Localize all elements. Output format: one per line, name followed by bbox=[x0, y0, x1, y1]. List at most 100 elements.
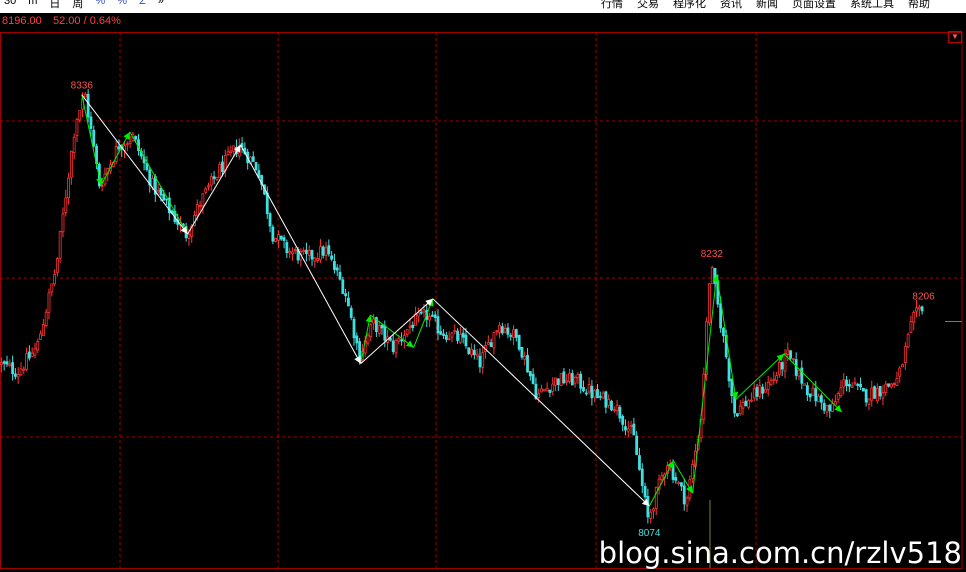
sum-tool-icon[interactable]: Σ bbox=[138, 0, 146, 7]
menu-quotes[interactable]: 行情 bbox=[601, 0, 623, 10]
candle-body bbox=[769, 380, 773, 385]
candle-body bbox=[780, 362, 784, 370]
candle-body bbox=[411, 324, 415, 328]
candle-body bbox=[327, 245, 331, 255]
candle-body bbox=[528, 371, 532, 377]
candle-body bbox=[601, 392, 605, 399]
candle-body bbox=[682, 485, 686, 505]
candle-body bbox=[405, 329, 409, 335]
candle-body bbox=[607, 398, 611, 406]
candle-body bbox=[422, 309, 426, 313]
zigzag-primary-arrowhead bbox=[180, 226, 188, 234]
menu-page-settings[interactable]: 页面设置 bbox=[792, 0, 836, 10]
candle-body bbox=[388, 337, 392, 341]
candle-body bbox=[786, 349, 790, 355]
candle-body bbox=[612, 409, 616, 412]
candle-body bbox=[478, 355, 482, 368]
candle-body bbox=[598, 395, 602, 398]
candle-body bbox=[775, 375, 778, 381]
candle-body bbox=[680, 482, 683, 487]
menu-trade[interactable]: 交易 bbox=[637, 0, 659, 10]
candle-body bbox=[375, 317, 378, 332]
menu-system-tools[interactable]: 系统工具 bbox=[850, 0, 894, 10]
candle-body bbox=[330, 255, 334, 260]
candle-body bbox=[875, 388, 879, 402]
candle-body bbox=[811, 387, 815, 396]
zigzag-secondary-segment bbox=[413, 298, 434, 348]
zigzag-primary-segment bbox=[240, 144, 362, 364]
menu-help[interactable]: 帮助 bbox=[908, 0, 930, 10]
candle-body bbox=[604, 391, 608, 408]
candle-body bbox=[291, 251, 294, 255]
zigzag-primary-segment bbox=[432, 298, 650, 507]
candle-body bbox=[797, 369, 801, 377]
candle-body bbox=[506, 327, 510, 335]
candle-body bbox=[78, 110, 82, 121]
candle-body bbox=[584, 392, 588, 395]
menu-programmatic[interactable]: 程序化 bbox=[673, 0, 706, 10]
candle-body bbox=[873, 386, 876, 399]
candle-body bbox=[430, 314, 434, 317]
candle-body bbox=[915, 307, 918, 312]
period-30-button[interactable]: 30 bbox=[4, 0, 17, 7]
candle-body bbox=[2, 361, 6, 364]
candle-body bbox=[531, 373, 535, 384]
candle-body bbox=[545, 387, 549, 392]
candle-body bbox=[215, 176, 219, 181]
candle-body bbox=[19, 368, 23, 376]
candle-body bbox=[39, 333, 42, 340]
period-day-button[interactable]: 日 bbox=[49, 0, 61, 10]
candle-body bbox=[16, 374, 20, 378]
candle-body bbox=[917, 306, 921, 310]
candle-body bbox=[69, 150, 73, 178]
candle-body bbox=[25, 353, 28, 370]
candle-body bbox=[805, 385, 809, 396]
candle-body bbox=[772, 378, 776, 381]
zigzag-secondary-segment bbox=[81, 94, 102, 186]
candle-body bbox=[349, 307, 353, 318]
candle-body bbox=[419, 311, 423, 314]
candle-body bbox=[590, 385, 594, 399]
candle-body bbox=[677, 482, 681, 484]
candle-body bbox=[845, 379, 848, 387]
candle-body bbox=[741, 402, 745, 409]
candle-body bbox=[251, 156, 255, 162]
candle-body bbox=[271, 226, 275, 242]
zigzag-secondary-arrowhead bbox=[834, 404, 842, 413]
menu-news[interactable]: 新闻 bbox=[756, 0, 778, 10]
candle-body bbox=[906, 333, 910, 348]
draw-tool-1-icon[interactable]: % bbox=[95, 0, 106, 7]
chart-menu-button[interactable]: ▼ bbox=[948, 31, 962, 43]
candle-body bbox=[313, 257, 317, 262]
candle-body bbox=[587, 384, 591, 393]
candle-body bbox=[573, 376, 577, 384]
period-minute-button[interactable]: m bbox=[28, 0, 38, 7]
candle-body bbox=[660, 475, 664, 481]
candle-body bbox=[22, 368, 26, 371]
candle-body bbox=[847, 383, 851, 387]
menu-info[interactable]: 资讯 bbox=[720, 0, 742, 10]
period-toolbar: 30 m 日 周 % % Σ » bbox=[4, 0, 164, 11]
candle-body bbox=[744, 400, 748, 407]
candle-body bbox=[579, 373, 583, 389]
candle-body bbox=[509, 335, 513, 337]
candle-body bbox=[212, 176, 216, 179]
price-info-bar: 8196.00 52.00 / 0.64% bbox=[0, 13, 966, 31]
more-tools-icon[interactable]: » bbox=[157, 0, 164, 7]
candle-body bbox=[766, 381, 770, 390]
candle-body bbox=[674, 477, 678, 481]
candle-body bbox=[167, 197, 171, 214]
candle-body bbox=[542, 389, 546, 392]
candle-body bbox=[554, 377, 557, 386]
draw-tool-2-icon[interactable]: % bbox=[117, 0, 127, 7]
period-week-button[interactable]: 周 bbox=[72, 0, 84, 10]
candle-body bbox=[610, 400, 613, 411]
candle-body bbox=[828, 404, 832, 412]
candle-body bbox=[344, 293, 348, 297]
candle-body bbox=[372, 318, 376, 324]
candle-body bbox=[856, 383, 860, 386]
candle-body bbox=[369, 324, 373, 338]
candle-body bbox=[570, 373, 574, 386]
candle-body bbox=[128, 141, 132, 145]
